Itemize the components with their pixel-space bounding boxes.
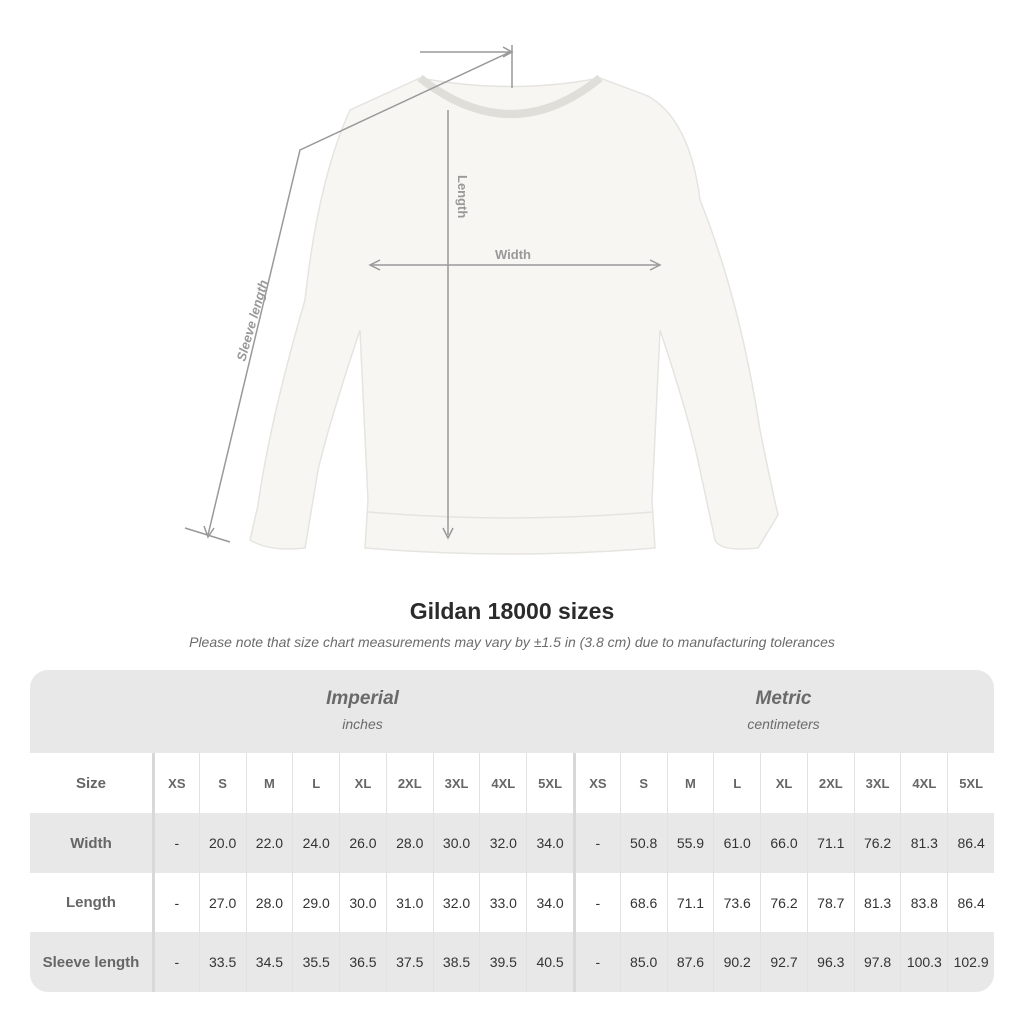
table-cell: 73.6 — [713, 873, 760, 932]
table-cell: 55.9 — [666, 813, 714, 873]
table-cell: 34.5 — [245, 932, 293, 992]
row-label: Width — [70, 834, 112, 852]
size-column-header: L — [292, 753, 339, 813]
table-cell: - — [572, 932, 620, 992]
table-cell: 34.0 — [526, 813, 573, 873]
table-cell: 90.2 — [713, 932, 760, 992]
table-cell: 76.2 — [760, 873, 807, 932]
table-cell: 37.5 — [385, 932, 433, 992]
table-cell: 50.8 — [619, 813, 667, 873]
table-cell: 30.0 — [432, 813, 480, 873]
size-column-header: S — [198, 753, 246, 813]
table-cell: 24.0 — [292, 813, 339, 873]
size-column-header: L — [713, 753, 760, 813]
size-column-header: XS — [572, 753, 620, 813]
table-cell: 66.0 — [760, 813, 807, 873]
size-column-header: 4XL — [479, 753, 526, 813]
table-cell: 32.0 — [479, 813, 526, 873]
table-cell: 71.1 — [806, 813, 854, 873]
table-cell: 97.8 — [853, 932, 901, 992]
size-table: Imperial inches Metric centimeters Size X… — [30, 670, 994, 992]
size-column-header: M — [245, 753, 293, 813]
size-column-header: M — [666, 753, 714, 813]
table-cell: 22.0 — [245, 813, 293, 873]
table-cell: 38.5 — [432, 932, 480, 992]
row-label: Sleeve length — [42, 953, 140, 971]
metric-group: Metric centimeters — [573, 688, 994, 732]
row-label: Size — [75, 774, 106, 792]
imperial-unit: inches — [342, 716, 383, 732]
table-cell: 28.0 — [245, 873, 293, 932]
table-cell: 68.6 — [619, 873, 667, 932]
table-cell: 28.0 — [385, 813, 433, 873]
table-cell: 29.0 — [292, 873, 339, 932]
metric-unit: centimeters — [747, 716, 820, 732]
size-column-header: 5XL — [947, 753, 994, 813]
imperial-title: Imperial — [326, 688, 399, 709]
table-cell: 86.4 — [947, 873, 994, 932]
size-column-header: 3XL — [853, 753, 901, 813]
table-row: Sleeve length -33.5 34.5 35.5 36.5 37.5 38.5 39… — [30, 932, 994, 992]
table-cell: - — [572, 813, 620, 873]
sweatshirt-image — [249, 74, 779, 555]
size-column-header: 3XL — [432, 753, 480, 813]
table-cell: 20.0 — [198, 813, 246, 873]
table-cell: 61.0 — [713, 813, 760, 873]
page-title: Gildan 18000 sizes — [409, 598, 615, 624]
sweatshirt-diagram: Length Width Sleeve length — [184, 45, 779, 555]
size-column-header: XS — [151, 753, 199, 813]
table-cell: 30.0 — [339, 873, 386, 932]
table-cell: - — [151, 813, 199, 873]
size-column-header: XL — [339, 753, 386, 813]
table-cell: 71.1 — [666, 873, 714, 932]
table-cell: 36.5 — [339, 932, 386, 992]
table-cell: 86.4 — [947, 813, 994, 873]
table-cell: 34.0 — [526, 873, 573, 932]
metric-title: Metric — [755, 688, 812, 709]
table-cell: 32.0 — [432, 873, 480, 932]
table-cell: 87.6 — [666, 932, 714, 992]
size-column-header: S — [619, 753, 667, 813]
table-cell: 102.9 — [947, 932, 994, 992]
size-header-row: Size XS S M L XL 2XL 3XL 4XL 5XL XS S M L XL 2XL 3XL 4XL 5… — [30, 753, 994, 813]
table-cell: 33.0 — [479, 873, 526, 932]
width-label: Width — [495, 247, 531, 262]
measurement-lines — [184, 45, 662, 543]
table-cell: 76.2 — [853, 813, 901, 873]
table-cell: 39.5 — [479, 932, 526, 992]
table-cell: - — [151, 932, 199, 992]
table-cell: 78.7 — [806, 873, 854, 932]
table-cell: 33.5 — [198, 932, 246, 992]
table-cell: 81.3 — [900, 813, 947, 873]
table-cell: - — [572, 873, 620, 932]
size-column-header: XL — [760, 753, 807, 813]
table-cell: 100.3 — [900, 932, 947, 992]
table-row: Length -27.0 28.0 29.0 30.0 31.0 32.0 33.0 34.0-… — [30, 873, 994, 932]
size-column-header: 4XL — [900, 753, 947, 813]
size-column-header: 2XL — [385, 753, 433, 813]
table-cell: 81.3 — [853, 873, 901, 932]
table-cell: 27.0 — [198, 873, 246, 932]
table-cell: 96.3 — [806, 932, 854, 992]
table-cell: 26.0 — [339, 813, 386, 873]
table-cell: 35.5 — [292, 932, 339, 992]
table-cell: - — [151, 873, 199, 932]
table-cell: 92.7 — [760, 932, 807, 992]
table-cell: 40.5 — [526, 932, 573, 992]
table-cell: 31.0 — [385, 873, 433, 932]
table-cell: 83.8 — [900, 873, 947, 932]
size-column-header: 5XL — [526, 753, 573, 813]
size-column-header: 2XL — [806, 753, 854, 813]
imperial-group: Imperial inches — [152, 688, 573, 732]
unit-header: Imperial inches Metric centimeters — [30, 670, 994, 753]
tolerance-note: Please note that size chart measurements… — [189, 634, 835, 650]
length-label: Length — [455, 175, 470, 218]
table-row: Width -20.0 22.0 24.0 26.0 28.0 30.0 32.0 34.0-5… — [30, 813, 994, 873]
table-cell: 85.0 — [619, 932, 667, 992]
row-label: Length — [65, 894, 116, 911]
